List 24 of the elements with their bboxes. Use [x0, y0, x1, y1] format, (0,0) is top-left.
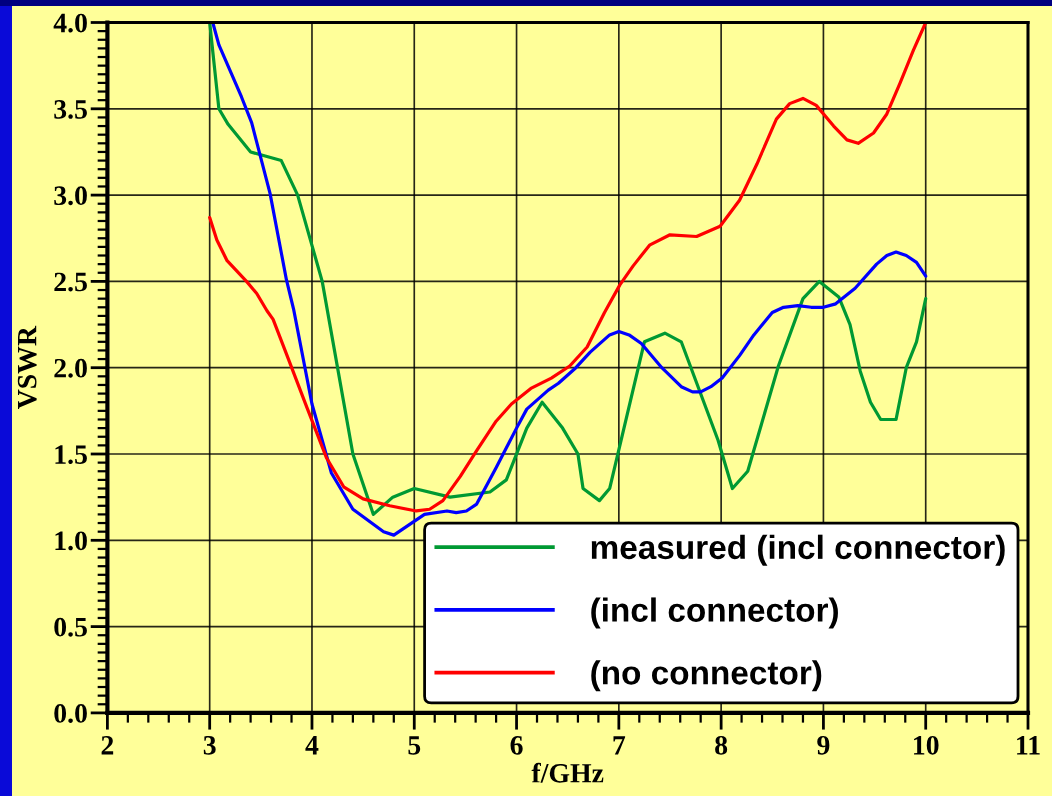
- x-tick-label: 5: [408, 736, 421, 755]
- y-tick-label: 2.5: [54, 272, 87, 292]
- x-tick-label: 8: [715, 735, 728, 755]
- x-tick-label: 7: [613, 736, 626, 755]
- legend-label: (incl connector): [591, 597, 838, 629]
- y-axis-title: VSWR: [17, 325, 37, 410]
- y-tick-label: 0.0: [54, 704, 87, 723]
- x-axis-title: f/GHz: [531, 762, 604, 783]
- x-tick-label: 9: [817, 736, 830, 755]
- x-tick-label: 2: [101, 736, 114, 755]
- y-tick-label: 4.0: [53, 13, 87, 33]
- x-tick-label: 3: [203, 736, 216, 755]
- y-tick-label: 1.0: [55, 531, 87, 551]
- y-tick-label: 3.0: [54, 186, 87, 206]
- x-tick-label: 11: [1017, 736, 1040, 755]
- x-tick-label: 10: [914, 735, 939, 755]
- y-tick-label: 3.5: [54, 100, 87, 119]
- legend-label: measured (incl connector): [591, 534, 1005, 566]
- legend-label: (no connector): [591, 660, 822, 692]
- x-tick-label: 6: [510, 736, 523, 755]
- y-tick-label: 1.5: [55, 445, 87, 465]
- y-tick-label: 2.0: [54, 358, 87, 378]
- y-tick-label: 0.5: [54, 617, 87, 637]
- x-tick-label: 4: [305, 736, 319, 755]
